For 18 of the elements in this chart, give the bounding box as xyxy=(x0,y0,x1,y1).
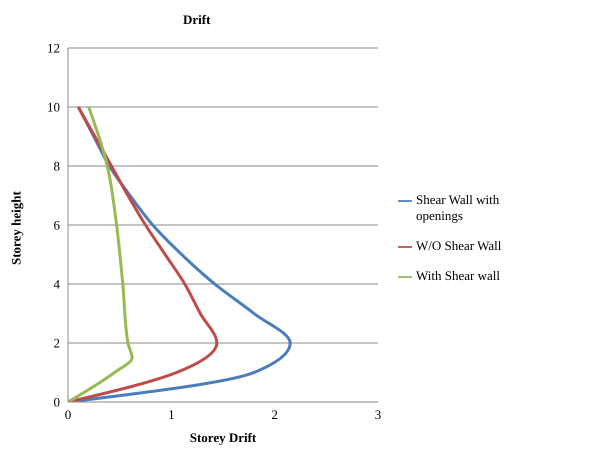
legend-label: W/O Shear Wall xyxy=(416,238,502,254)
x-tick-label: 1 xyxy=(168,407,175,422)
y-tick-label: 0 xyxy=(54,394,60,410)
y-tick-label: 10 xyxy=(47,100,60,115)
x-tick-label: 0 xyxy=(64,407,72,422)
line-series xyxy=(68,106,134,402)
legend-label: Shear Wall with openings xyxy=(416,192,500,224)
y-axis-title: Storey height xyxy=(8,190,24,265)
x-tick-label: 3 xyxy=(374,407,382,422)
x-axis-title: Storey Drift xyxy=(190,430,257,445)
y-tick-label: 12 xyxy=(47,40,60,56)
y-tick-label: 8 xyxy=(54,158,60,174)
chart-title: Drift xyxy=(182,11,212,29)
legend-label: With Shear wall xyxy=(416,268,501,284)
y-tick-label: 2 xyxy=(54,336,60,351)
x-tick-label: 2 xyxy=(271,407,278,422)
y-tick-label: 6 xyxy=(54,218,60,233)
y-tick-label: 4 xyxy=(54,276,60,292)
